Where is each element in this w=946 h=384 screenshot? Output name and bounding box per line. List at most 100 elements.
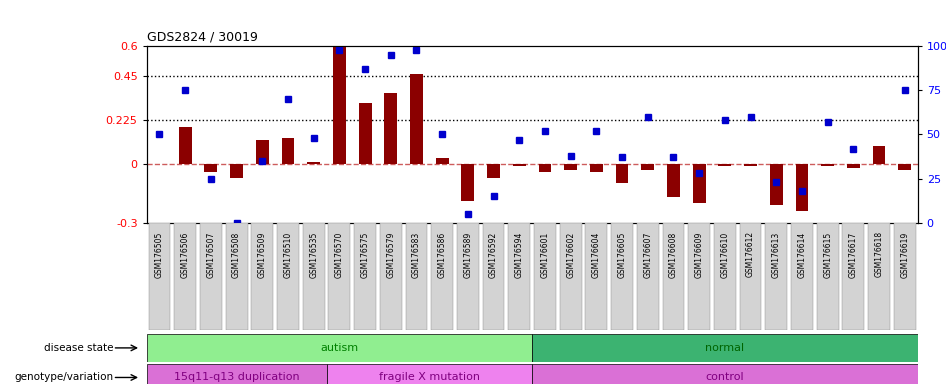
Text: genotype/variation: genotype/variation [14, 372, 114, 382]
Text: 15q11-q13 duplication: 15q11-q13 duplication [174, 372, 299, 382]
Bar [179, 127, 192, 164]
Text: GSM176602: GSM176602 [566, 231, 575, 278]
Text: GSM176618: GSM176618 [874, 231, 884, 278]
Text: GSM176617: GSM176617 [849, 231, 858, 278]
FancyBboxPatch shape [740, 223, 762, 330]
Text: GSM176609: GSM176609 [694, 231, 704, 278]
Text: GSM176613: GSM176613 [772, 231, 780, 278]
Bar [590, 164, 603, 172]
FancyBboxPatch shape [326, 364, 532, 384]
Text: GSM176594: GSM176594 [515, 231, 524, 278]
FancyBboxPatch shape [147, 334, 532, 362]
Text: GSM176604: GSM176604 [592, 231, 601, 278]
Text: GSM176610: GSM176610 [720, 231, 729, 278]
FancyBboxPatch shape [611, 223, 633, 330]
Bar [230, 164, 243, 177]
Bar [667, 164, 680, 197]
Text: GSM176509: GSM176509 [257, 231, 267, 278]
Bar [692, 164, 706, 203]
Text: GSM176579: GSM176579 [386, 231, 395, 278]
FancyBboxPatch shape [406, 223, 428, 330]
Bar [410, 74, 423, 164]
FancyBboxPatch shape [174, 223, 196, 330]
Bar [462, 164, 474, 201]
Text: GSM176615: GSM176615 [823, 231, 832, 278]
Bar [333, 46, 346, 164]
FancyBboxPatch shape [200, 223, 221, 330]
FancyBboxPatch shape [868, 223, 890, 330]
FancyBboxPatch shape [843, 223, 865, 330]
Bar [872, 146, 885, 164]
FancyBboxPatch shape [816, 223, 838, 330]
Text: GSM176506: GSM176506 [181, 231, 190, 278]
Bar [745, 164, 757, 166]
Bar [436, 158, 448, 164]
Text: GSM176535: GSM176535 [309, 231, 318, 278]
Text: GSM176605: GSM176605 [618, 231, 626, 278]
FancyBboxPatch shape [508, 223, 530, 330]
FancyBboxPatch shape [328, 223, 350, 330]
Text: GSM176607: GSM176607 [643, 231, 653, 278]
Bar [847, 164, 860, 168]
Text: GSM176601: GSM176601 [540, 231, 550, 278]
FancyBboxPatch shape [303, 223, 324, 330]
FancyBboxPatch shape [791, 223, 813, 330]
FancyBboxPatch shape [252, 223, 273, 330]
Text: GSM176505: GSM176505 [155, 231, 164, 278]
Text: GSM176612: GSM176612 [746, 231, 755, 278]
Bar [384, 93, 397, 164]
Text: fragile X mutation: fragile X mutation [378, 372, 480, 382]
Text: GSM176619: GSM176619 [901, 231, 909, 278]
FancyBboxPatch shape [637, 223, 658, 330]
FancyBboxPatch shape [714, 223, 736, 330]
FancyBboxPatch shape [534, 223, 556, 330]
FancyBboxPatch shape [457, 223, 479, 330]
FancyBboxPatch shape [149, 223, 170, 330]
Text: normal: normal [706, 343, 745, 353]
FancyBboxPatch shape [532, 364, 918, 384]
Bar [796, 164, 809, 211]
Text: GSM176589: GSM176589 [464, 231, 472, 278]
FancyBboxPatch shape [147, 364, 326, 384]
Bar [718, 164, 731, 166]
FancyBboxPatch shape [560, 223, 582, 330]
FancyBboxPatch shape [380, 223, 402, 330]
FancyBboxPatch shape [354, 223, 376, 330]
Bar [204, 164, 218, 172]
Text: GSM176510: GSM176510 [284, 231, 292, 278]
FancyBboxPatch shape [482, 223, 504, 330]
FancyBboxPatch shape [586, 223, 607, 330]
Text: GSM176575: GSM176575 [360, 231, 370, 278]
Bar [307, 162, 320, 164]
Text: GSM176608: GSM176608 [669, 231, 678, 278]
Text: GSM176507: GSM176507 [206, 231, 216, 278]
Text: control: control [706, 372, 745, 382]
Bar [564, 164, 577, 170]
Bar [538, 164, 552, 172]
FancyBboxPatch shape [689, 223, 710, 330]
Text: disease state: disease state [44, 343, 114, 353]
FancyBboxPatch shape [226, 223, 248, 330]
Text: autism: autism [321, 343, 359, 353]
FancyBboxPatch shape [532, 334, 918, 362]
Bar [513, 164, 526, 166]
Bar [821, 164, 834, 166]
Text: GSM176508: GSM176508 [232, 231, 241, 278]
FancyBboxPatch shape [277, 223, 299, 330]
FancyBboxPatch shape [431, 223, 453, 330]
Bar [641, 164, 655, 170]
Bar [255, 140, 269, 164]
FancyBboxPatch shape [765, 223, 787, 330]
Text: GSM176583: GSM176583 [412, 231, 421, 278]
Text: GSM176592: GSM176592 [489, 231, 499, 278]
Text: GDS2824 / 30019: GDS2824 / 30019 [147, 30, 257, 43]
Bar [359, 103, 372, 164]
Text: GSM176586: GSM176586 [438, 231, 447, 278]
Bar [282, 138, 294, 164]
Text: GSM176570: GSM176570 [335, 231, 344, 278]
Text: GSM176614: GSM176614 [797, 231, 807, 278]
Bar [616, 164, 628, 184]
Bar [899, 164, 911, 170]
FancyBboxPatch shape [662, 223, 684, 330]
FancyBboxPatch shape [894, 223, 916, 330]
